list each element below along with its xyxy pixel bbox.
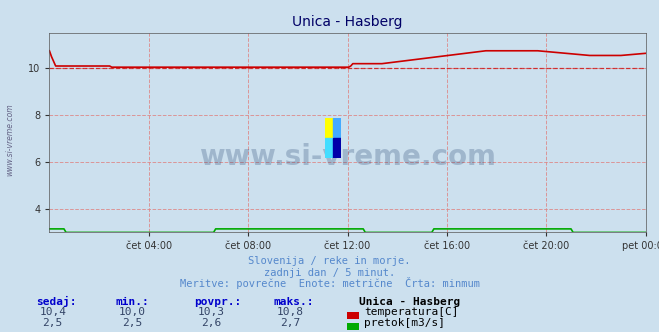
Text: Slovenija / reke in morje.: Slovenija / reke in morje. <box>248 256 411 266</box>
Text: 10,4: 10,4 <box>40 307 66 317</box>
Text: povpr.:: povpr.: <box>194 297 242 307</box>
Text: Meritve: povrečne  Enote: metrične  Črta: minmum: Meritve: povrečne Enote: metrične Črta: … <box>179 277 480 289</box>
Text: 2,5: 2,5 <box>122 318 142 328</box>
Text: www.si-vreme.com: www.si-vreme.com <box>199 143 496 171</box>
Text: sedaj:: sedaj: <box>36 296 76 307</box>
Text: 2,7: 2,7 <box>280 318 300 328</box>
Text: 10,0: 10,0 <box>119 307 145 317</box>
Bar <box>333 138 341 158</box>
Text: 10,8: 10,8 <box>277 307 303 317</box>
Bar <box>333 118 341 138</box>
Bar <box>325 118 333 138</box>
Title: Unica - Hasberg: Unica - Hasberg <box>293 15 403 29</box>
Text: Unica - Hasberg: Unica - Hasberg <box>359 297 461 307</box>
Text: 2,5: 2,5 <box>43 318 63 328</box>
Text: min.:: min.: <box>115 297 149 307</box>
Text: www.si-vreme.com: www.si-vreme.com <box>5 103 14 176</box>
Text: 10,3: 10,3 <box>198 307 224 317</box>
Text: temperatura[C]: temperatura[C] <box>364 307 458 317</box>
Text: 2,6: 2,6 <box>201 318 221 328</box>
Bar <box>325 138 333 158</box>
Text: maks.:: maks.: <box>273 297 314 307</box>
Text: zadnji dan / 5 minut.: zadnji dan / 5 minut. <box>264 268 395 278</box>
Text: pretok[m3/s]: pretok[m3/s] <box>364 318 445 328</box>
